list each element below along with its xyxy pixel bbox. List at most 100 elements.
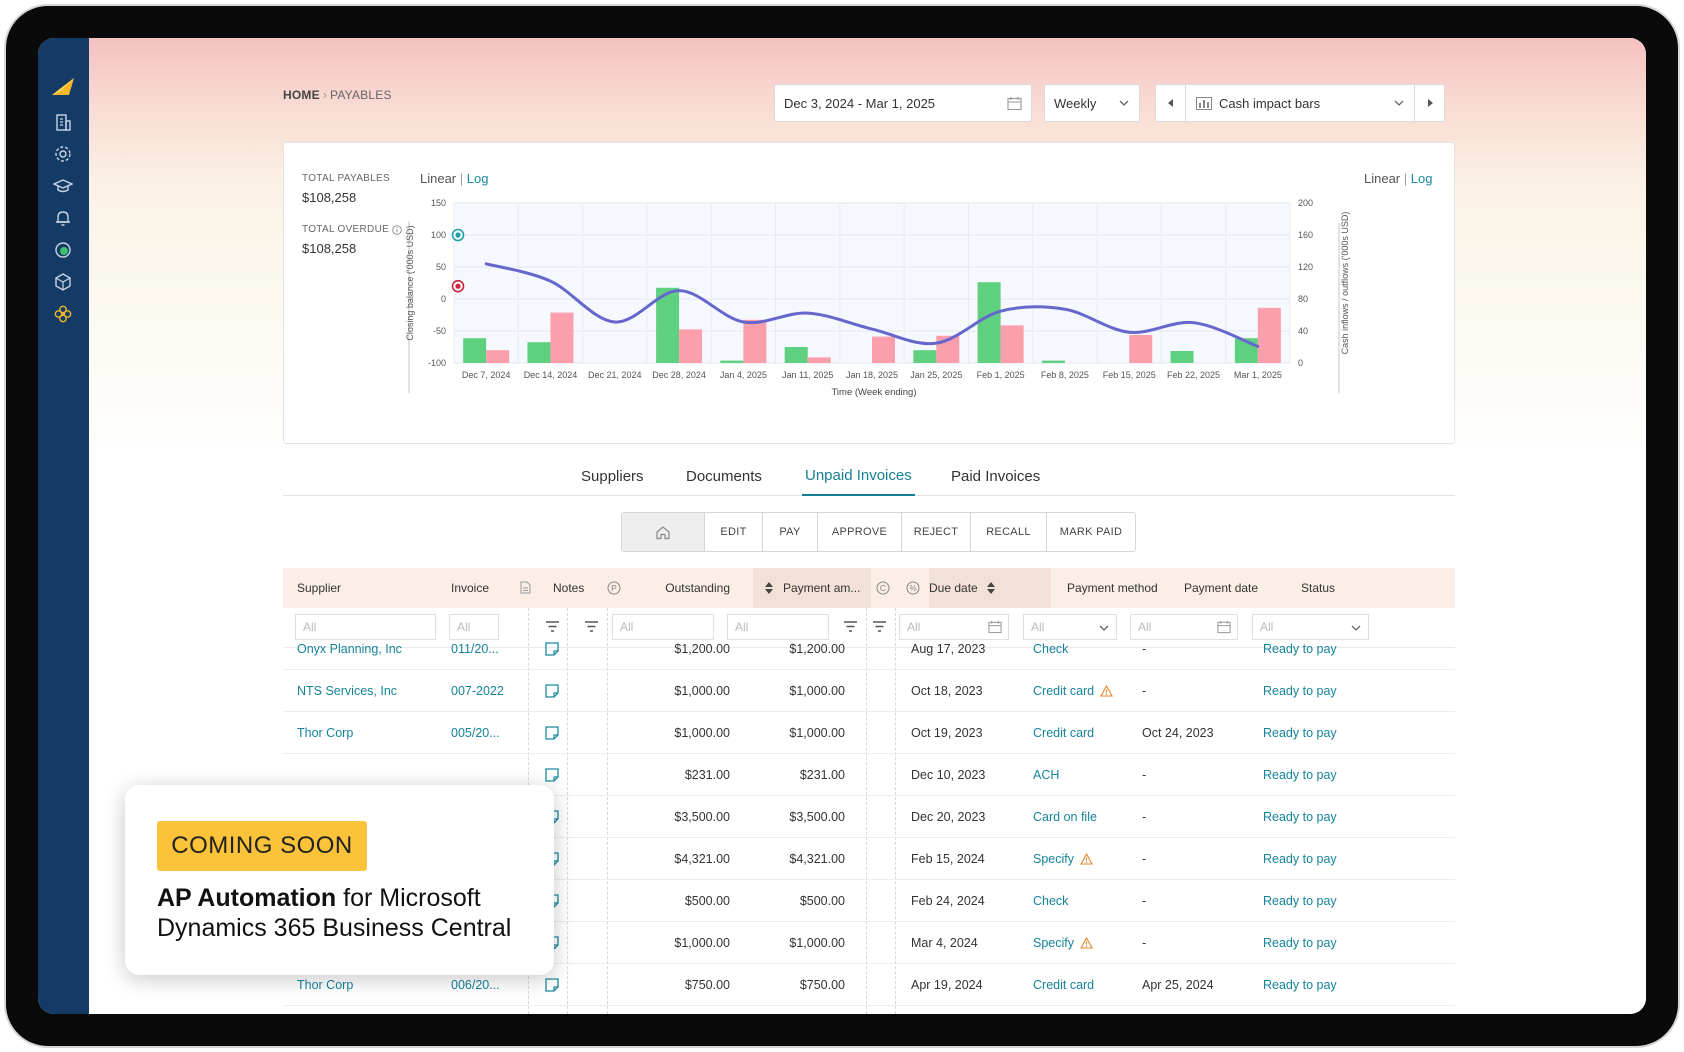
home-button[interactable] <box>622 513 705 551</box>
cube-icon[interactable] <box>51 270 75 294</box>
filter-icon[interactable] <box>873 621 886 632</box>
warning-icon[interactable] <box>1080 937 1093 949</box>
col-supplier[interactable]: Supplier <box>297 581 342 595</box>
col-notes[interactable]: Notes <box>553 581 585 595</box>
payment-method-cell[interactable]: Credit card <box>1033 964 1094 1006</box>
note-icon[interactable] <box>545 684 559 698</box>
prev-view-button[interactable] <box>1156 85 1186 121</box>
info-icon[interactable] <box>392 224 402 235</box>
invoice-cell[interactable]: 007-2022 <box>451 670 504 712</box>
right-log-option[interactable]: Log <box>1410 171 1433 186</box>
col-outstanding[interactable]: Outstanding <box>665 581 730 595</box>
mark-paid-button[interactable]: MARK PAID <box>1059 526 1123 538</box>
payment-method-cell[interactable]: Credit card <box>1033 712 1094 754</box>
tab-suppliers[interactable]: Suppliers <box>581 467 644 485</box>
tab-paid-invoices[interactable]: Paid Invoices <box>951 467 1041 485</box>
tab-unpaid-invoices[interactable]: Unpaid Invoices <box>802 456 915 496</box>
buildings-icon[interactable] <box>51 110 75 134</box>
pay-button[interactable]: PAY <box>763 513 818 551</box>
col-status[interactable]: Status <box>1301 581 1336 595</box>
approve-button[interactable]: APPROVE <box>818 513 902 551</box>
breadcrumb-home[interactable]: HOME <box>283 88 320 102</box>
outstanding-filter[interactable]: All <box>612 614 714 640</box>
payment-method-cell[interactable]: Specify <box>1033 838 1093 880</box>
left-log-option[interactable]: Log <box>466 171 489 186</box>
col-payment-method[interactable]: Payment method <box>1067 581 1158 595</box>
table-row[interactable]: $3,500.00 $3,500.00 Dec 20, 2023 Card on fi… <box>283 796 1455 838</box>
col-payment-amount[interactable]: Payment am... <box>753 568 871 608</box>
note-icon[interactable] <box>545 642 559 656</box>
table-row[interactable]: Thor Corp 006/20... $750.00 $750.00 Apr 19, … <box>283 964 1455 1006</box>
reject-button[interactable]: REJECT <box>902 513 971 551</box>
view-select[interactable]: Cash impact bars <box>1186 85 1414 121</box>
status-filter[interactable]: All <box>1252 614 1369 640</box>
interval-select[interactable]: Weekly <box>1044 84 1140 122</box>
payment-amount-filter[interactable]: All <box>727 614 829 640</box>
status-cell[interactable]: Ready to pay <box>1263 922 1337 964</box>
filter-icon[interactable] <box>844 621 857 632</box>
right-linear-option[interactable]: Linear <box>1364 171 1401 186</box>
bell-icon[interactable] <box>51 206 75 230</box>
payment-date-filter[interactable]: All <box>1130 614 1238 640</box>
supplier-cell[interactable]: Thor Corp <box>297 964 353 1006</box>
graduation-cap-icon[interactable] <box>51 174 75 198</box>
invoice-cell[interactable]: 011/20... <box>451 628 499 670</box>
due-date-filter[interactable]: All <box>899 614 1009 640</box>
warning-icon[interactable] <box>1080 853 1093 865</box>
tab-documents[interactable]: Documents <box>686 467 762 485</box>
table-row[interactable]: $4,321.00 $4,321.00 Feb 15, 2024 Specify - Re… <box>283 838 1455 880</box>
status-cell[interactable]: Ready to pay <box>1263 628 1337 670</box>
brand-logo-icon[interactable] <box>50 76 76 98</box>
payment-method-cell[interactable]: Check <box>1033 880 1068 922</box>
col-due-date[interactable]: Due date <box>929 568 1051 608</box>
payment-method-cell[interactable]: Specify <box>1033 922 1093 964</box>
table-row[interactable]: $231.00 $231.00 Dec 10, 2023 ACH - Ready to p… <box>283 754 1455 796</box>
supplier-cell[interactable]: NTS Services, Inc <box>297 670 397 712</box>
table-row[interactable]: Thor Corp 005/20... $1,000.00 $1,000.00 Oct … <box>283 712 1455 754</box>
note-icon[interactable] <box>545 978 559 992</box>
filter-row: All All All All All All All <box>283 608 1455 648</box>
table-row[interactable]: NTS Services, Inc 007-2022 $1,000.00 $1,000… <box>283 670 1455 712</box>
payment-method-cell[interactable]: Card on file <box>1033 796 1097 838</box>
note-icon[interactable] <box>545 768 559 782</box>
table-row[interactable]: $1,000.00 $1,000.00 Mar 4, 2024 Specify - Rea… <box>283 922 1455 964</box>
sync-icon[interactable] <box>51 238 75 262</box>
payment-method-cell[interactable]: ACH <box>1033 754 1059 796</box>
edit-button[interactable]: EDIT <box>705 513 763 551</box>
supplier-filter[interactable]: All <box>295 614 436 640</box>
note-icon[interactable] <box>545 726 559 740</box>
recall-button[interactable]: RECALL <box>971 513 1047 551</box>
col-invoice[interactable]: Invoice <box>451 581 490 595</box>
next-view-button[interactable] <box>1414 85 1444 121</box>
document-icon[interactable] <box>520 581 531 594</box>
table-row[interactable]: $500.00 $500.00 Feb 24, 2024 Check - Ready to… <box>283 880 1455 922</box>
outstanding-cell: $750.00 <box>633 964 730 1006</box>
date-range-picker[interactable]: Dec 3, 2024 - Mar 1, 2025 <box>774 84 1032 122</box>
payment-method-cell[interactable]: Credit card <box>1033 670 1114 712</box>
table-row[interactable]: Onyx Planning, Inc 011/20... $1,200.00 $1,2… <box>283 628 1455 670</box>
status-cell[interactable]: Ready to pay <box>1263 880 1337 922</box>
p-circle-icon[interactable]: P <box>607 581 621 595</box>
c-circle-icon[interactable]: C <box>876 581 890 595</box>
status-cell[interactable]: Ready to pay <box>1263 796 1337 838</box>
supplier-cell[interactable]: Thor Corp <box>297 712 353 754</box>
status-cell[interactable]: Ready to pay <box>1263 670 1337 712</box>
percent-circle-icon[interactable]: % <box>906 581 920 595</box>
filter-icon[interactable] <box>585 621 598 632</box>
col-payment-date[interactable]: Payment date <box>1184 581 1259 595</box>
status-cell[interactable]: Ready to pay <box>1263 754 1337 796</box>
left-linear-option[interactable]: Linear <box>420 171 457 186</box>
invoice-cell[interactable]: 006/20... <box>451 964 500 1006</box>
payment-method-filter[interactable]: All <box>1023 614 1117 640</box>
payment-method-cell[interactable]: Check <box>1033 628 1068 670</box>
gear-icon[interactable] <box>51 142 75 166</box>
invoice-filter[interactable]: All <box>449 614 499 640</box>
status-cell[interactable]: Ready to pay <box>1263 838 1337 880</box>
warning-icon[interactable] <box>1100 685 1114 697</box>
filter-icon[interactable] <box>546 621 559 632</box>
flower-icon[interactable] <box>51 302 75 326</box>
supplier-cell[interactable]: Onyx Planning, Inc <box>297 628 402 670</box>
invoice-cell[interactable]: 005/20... <box>451 712 500 754</box>
status-cell[interactable]: Ready to pay <box>1263 712 1337 754</box>
status-cell[interactable]: Ready to pay <box>1263 964 1337 1006</box>
